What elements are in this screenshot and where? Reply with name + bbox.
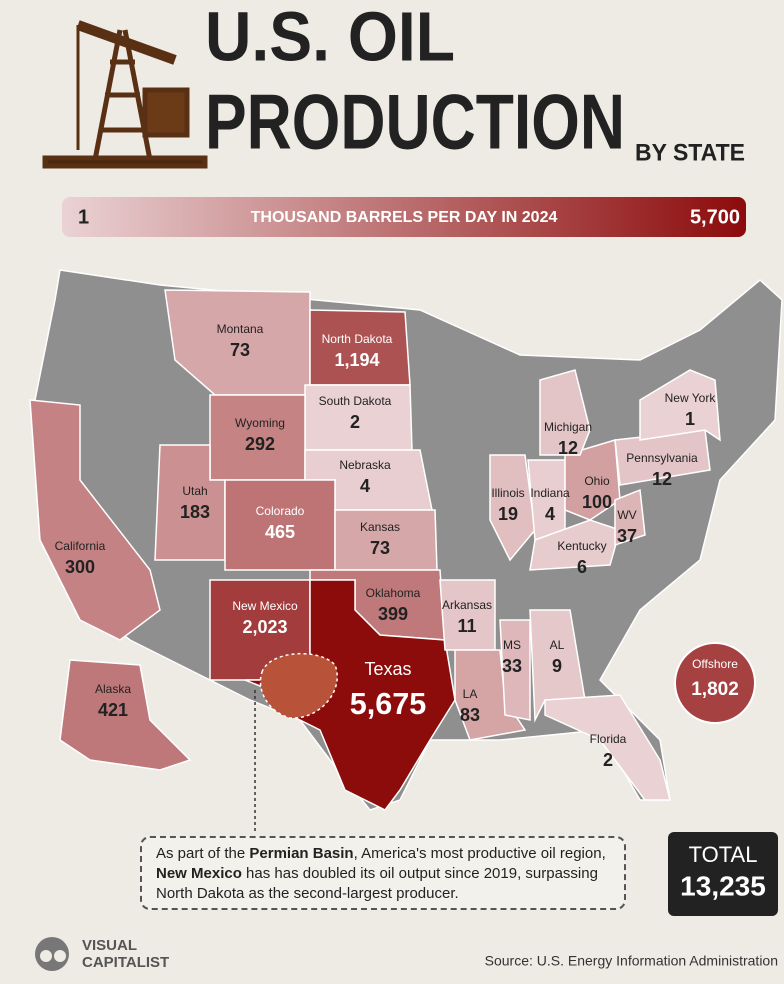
state-value: 1	[685, 409, 695, 429]
state-value: 12	[558, 438, 578, 458]
state-value: 2,023	[242, 617, 287, 637]
state	[29, 399, 161, 641]
state	[244, 579, 456, 811]
brand: VISUAL	[82, 937, 137, 954]
state	[489, 454, 536, 562]
state-name: AL	[550, 638, 565, 652]
state-value: 37	[617, 526, 637, 546]
state	[614, 488, 646, 547]
state-name: Colorado	[256, 504, 305, 518]
state-name: South Dakota	[319, 394, 392, 408]
state-name: Illinois	[491, 486, 524, 500]
annotation-text: As part of the	[156, 845, 250, 862]
permian-basin	[254, 653, 338, 832]
state	[544, 694, 671, 801]
state-value: 4	[360, 476, 370, 496]
state-value: 83	[460, 705, 480, 725]
total-label: TOTAL	[689, 842, 758, 867]
state-name: Indiana	[530, 486, 570, 500]
state-name: Florida	[590, 732, 627, 746]
state-value: 73	[230, 340, 250, 360]
total-value: 13,235	[680, 870, 766, 901]
state-name: Montana	[217, 322, 264, 336]
state-value: 300	[65, 557, 95, 577]
state-value: 465	[265, 522, 295, 542]
state-value: 73	[370, 538, 390, 558]
state-name: Michigan	[544, 420, 592, 434]
pump-icon	[42, 20, 208, 169]
state-value: 183	[180, 502, 210, 522]
state-value: 12	[652, 469, 672, 489]
state-name: Kentucky	[557, 539, 606, 553]
legend-bar	[62, 197, 746, 237]
state-name: Pennsylvania	[626, 451, 698, 465]
state-name: Ohio	[584, 474, 610, 488]
state-name: New York	[665, 391, 717, 405]
state-name: California	[55, 539, 106, 553]
state	[529, 519, 621, 571]
state-value: 1,194	[334, 350, 379, 370]
state	[454, 649, 527, 741]
title: U.S. OIL	[205, 0, 455, 75]
offshore-value: 1,802	[691, 679, 739, 700]
annotation-bold: New Mexico	[156, 865, 242, 882]
state-name: Wyoming	[235, 416, 285, 430]
state-value: 2	[603, 750, 613, 770]
state-value: 5,675	[350, 687, 427, 721]
state-value: 100	[582, 492, 612, 512]
source: Source: U.S. Energy Information Administ…	[485, 953, 778, 969]
state	[499, 619, 531, 721]
title-suffix: BY STATE	[635, 139, 745, 166]
state-value: 2	[350, 412, 360, 432]
state-value: 4	[545, 504, 555, 524]
state-value: 399	[378, 604, 408, 624]
annotation-text: has has doubled its oil output since 201…	[156, 865, 598, 902]
state	[539, 369, 591, 456]
legend-min: 1	[78, 206, 89, 228]
annotation: As part of the Permian Basin, America's …	[140, 836, 626, 910]
state-name: WV	[617, 508, 636, 522]
legend-label: THOUSAND BARRELS PER DAY IN 2024	[251, 209, 558, 226]
brand: CAPITALIST	[82, 954, 169, 971]
annotation-text: , America's most productive oil region,	[353, 845, 606, 862]
state-name: LA	[463, 687, 478, 701]
state-name: Utah	[182, 484, 207, 498]
annotation-bold: Permian Basin	[249, 845, 354, 862]
state-name: Texas	[364, 659, 411, 679]
state-name: North Dakota	[322, 332, 393, 346]
state-name: Nebraska	[339, 458, 391, 472]
labels: Montana 73 North Dakota 1,194 South Dakota 2 W…	[55, 322, 756, 770]
offshore-name: Offshore	[692, 657, 738, 671]
state-name: Oklahoma	[366, 586, 421, 600]
state-value: 292	[245, 434, 275, 454]
logo: VISUAL CAPITALIST	[35, 937, 169, 971]
state-value: 421	[98, 700, 128, 720]
offshore-circle	[674, 642, 756, 724]
state-name: Alaska	[95, 682, 131, 696]
state	[59, 659, 192, 771]
legend-max: 5,700	[690, 206, 740, 228]
total-box	[668, 832, 778, 916]
state-value: 9	[552, 656, 562, 676]
state-value: 11	[457, 616, 476, 636]
state-name: New Mexico	[232, 599, 298, 613]
state-name: Arkansas	[442, 598, 492, 612]
state-name: MS	[503, 638, 521, 652]
title: PRODUCTION	[205, 78, 625, 166]
state-value: 33	[502, 656, 522, 676]
state-value: 19	[498, 504, 518, 524]
state	[309, 309, 411, 386]
state-value: 6	[577, 557, 587, 577]
state	[564, 439, 621, 521]
states	[29, 289, 721, 811]
state-name: Kansas	[360, 520, 400, 534]
state	[639, 369, 721, 442]
